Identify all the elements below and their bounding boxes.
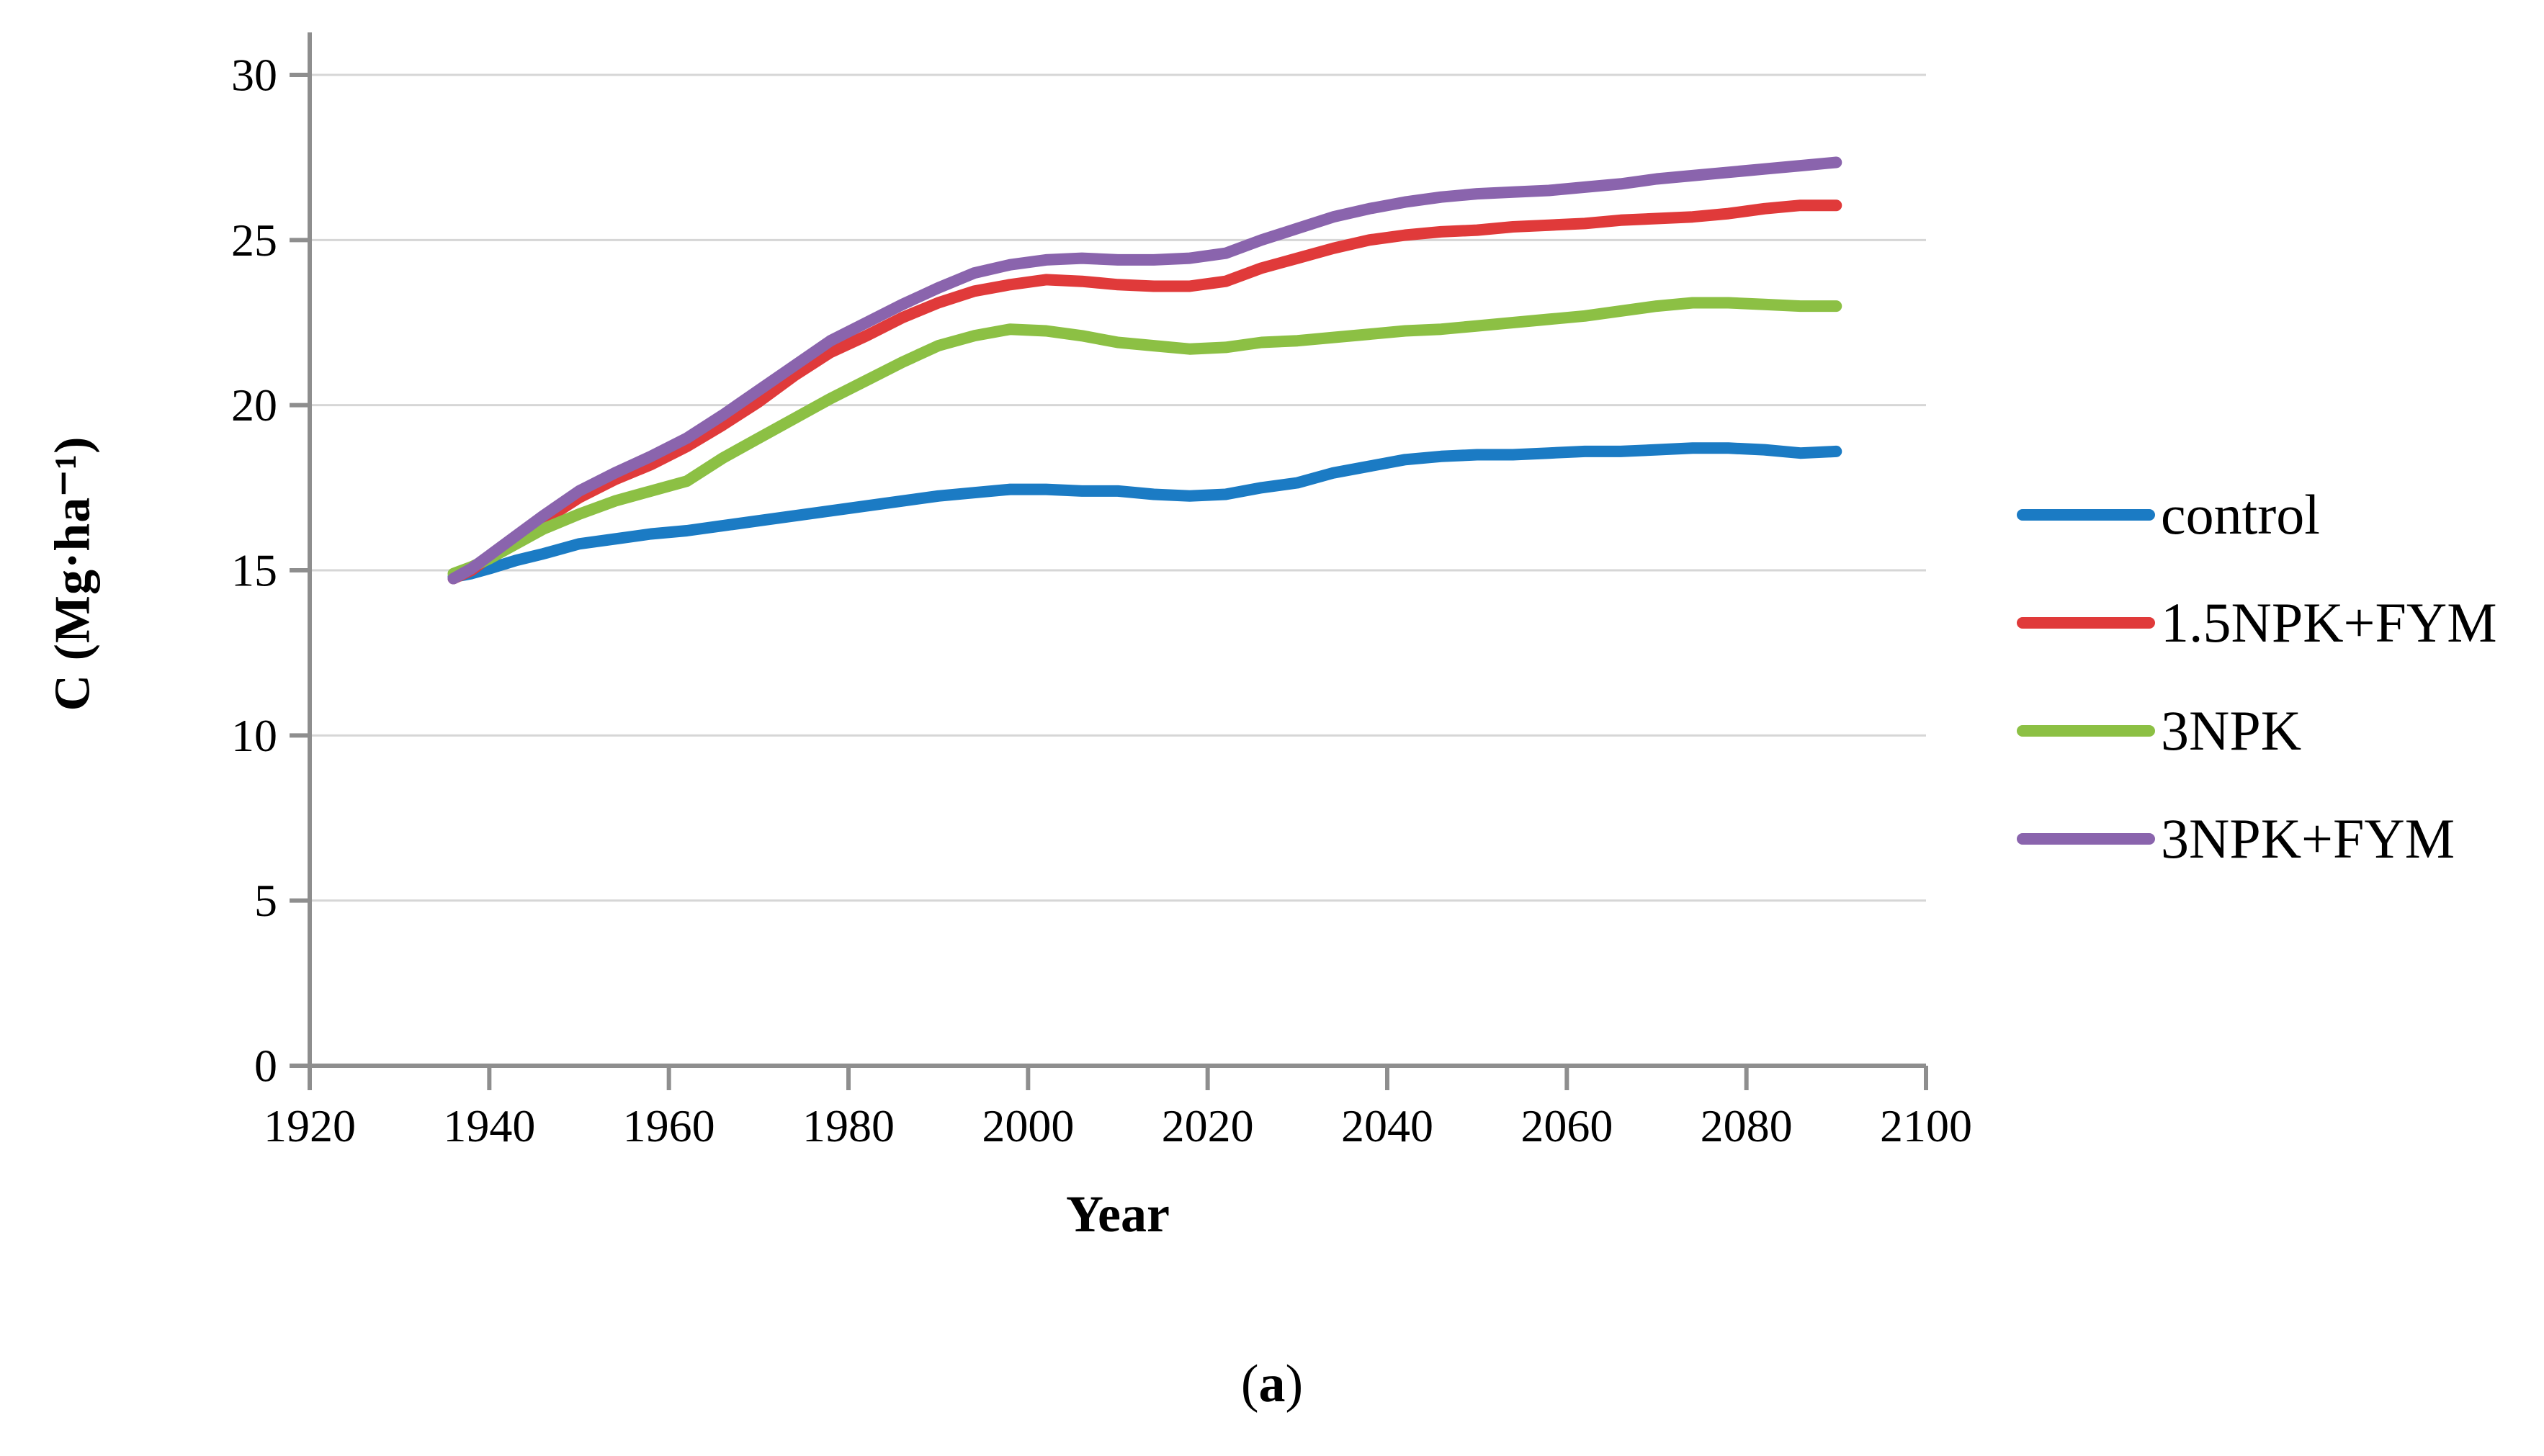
x-tick-label-2060: 2060 (1520, 1100, 1613, 1151)
legend-line-swatch-control (2017, 509, 2155, 521)
legend-line-swatch-3NPK (2017, 725, 2155, 737)
series-line-3NPK+FYM (447, 156, 1842, 585)
series-line-1.5NPK+FYM (447, 199, 1842, 585)
figure-caption: (a) (0, 1354, 2544, 1415)
caption-open-paren: ( (1240, 1354, 1259, 1414)
x-tick-label-1960: 1960 (623, 1100, 715, 1151)
legend-item-control: control (2017, 461, 2497, 569)
y-axis-title: C (Mg·ha⁻¹) (45, 436, 101, 711)
x-tick-label-2040: 2040 (1341, 1100, 1433, 1151)
y-tick-label-5: 5 (254, 875, 277, 926)
x-tick-label-2000: 2000 (982, 1100, 1074, 1151)
legend-label-control: control (2161, 483, 2320, 546)
x-tick-label-1920: 1920 (264, 1100, 356, 1151)
legend-item-1.5NPK+FYM: 1.5NPK+FYM (2017, 569, 2497, 677)
legend-item-3NPK: 3NPK (2017, 677, 2497, 785)
legend-line-swatch-3NPK+FYM (2017, 833, 2155, 845)
y-tick-label-25: 25 (231, 215, 277, 266)
y-tick-label-15: 15 (231, 545, 277, 596)
chart-legend: control 1.5NPK+FYM 3NPK 3NPK+FYM (2017, 461, 2497, 893)
y-tick-label-30: 30 (231, 50, 277, 101)
legend-label-3NPK+FYM: 3NPK+FYM (2161, 807, 2455, 870)
x-axis-title: Year (1066, 1185, 1170, 1243)
x-tick-label-2100: 2100 (1880, 1100, 1972, 1151)
series-line-3NPK (447, 297, 1842, 580)
legend-line-swatch-1.5NPK+FYM (2017, 617, 2155, 629)
legend-label-1.5NPK+FYM: 1.5NPK+FYM (2161, 591, 2497, 654)
series-line-control (447, 442, 1842, 583)
legend-item-3NPK+FYM: 3NPK+FYM (2017, 785, 2497, 893)
caption-close-paren: ) (1285, 1354, 1304, 1414)
y-tick-label-10: 10 (231, 710, 277, 761)
x-tick-label-2080: 2080 (1701, 1100, 1793, 1151)
y-tick-label-20: 20 (231, 379, 277, 431)
x-tick-label-2020: 2020 (1162, 1100, 1254, 1151)
x-tick-label-1940: 1940 (443, 1100, 535, 1151)
x-tick-label-1980: 1980 (802, 1100, 895, 1151)
caption-letter: a (1258, 1354, 1286, 1414)
y-tick-label-0: 0 (254, 1041, 277, 1092)
legend-label-3NPK: 3NPK (2161, 699, 2302, 762)
